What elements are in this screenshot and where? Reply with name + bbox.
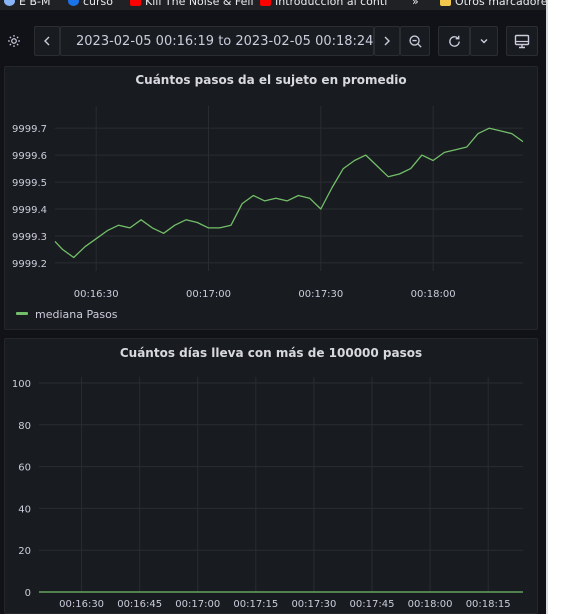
line-chart: 0 20 40 60 80 100 00:16:30 00:16:45 00:17:00 00:1… xyxy=(12,377,524,610)
bookmark-item[interactable]: Kill The Noise & Feli xyxy=(130,0,254,8)
gear-icon xyxy=(8,35,20,47)
x-tick-label: 00:16:30 xyxy=(74,289,119,300)
x-tick-label: 00:17:45 xyxy=(350,599,395,610)
bookmark-item[interactable]: Introducción al conti xyxy=(260,0,387,8)
zoom-out-button[interactable] xyxy=(400,26,430,56)
bookmark-favicon-icon xyxy=(4,0,15,6)
youtube-icon xyxy=(130,0,141,6)
x-tick-label: 00:16:45 xyxy=(117,599,162,610)
bookmark-item[interactable]: E B-M xyxy=(4,0,50,8)
bookmark-item[interactable]: curso xyxy=(68,0,113,8)
bookmarks-bar: E B-M curso Kill The Noise & Feli Introd… xyxy=(0,0,548,10)
x-tick-label: 00:18:00 xyxy=(408,599,453,610)
x-tick-label: 00:18:15 xyxy=(466,599,511,610)
y-tick-label: 80 xyxy=(18,421,31,432)
panel-title[interactable]: Cuántos días lleva con más de 100000 pas… xyxy=(119,346,423,360)
y-tick-label: 9999.2 xyxy=(12,259,47,270)
refresh-button[interactable] xyxy=(438,26,470,56)
legend-color-swatch xyxy=(16,312,28,315)
y-tick-label: 9999.7 xyxy=(12,124,47,135)
y-tick-label: 60 xyxy=(18,463,31,474)
x-tick-label: 00:17:30 xyxy=(291,599,336,610)
x-tick-label: 00:17:15 xyxy=(233,599,278,610)
bookmarks-overflow-button[interactable]: » xyxy=(412,0,419,8)
bookmark-favicon-icon xyxy=(68,0,79,6)
y-tick-label: 9999.6 xyxy=(12,151,47,162)
settings-button[interactable] xyxy=(0,26,28,56)
y-tick-label: 0 xyxy=(25,588,31,599)
series-line xyxy=(54,127,524,259)
legend-label: mediana Pasos xyxy=(35,308,118,321)
refresh-icon xyxy=(448,35,460,47)
x-tick-label: 00:17:00 xyxy=(175,599,220,610)
folder-icon xyxy=(440,0,451,6)
y-tick-label: 9999.4 xyxy=(12,205,47,216)
window-edge xyxy=(546,0,548,614)
x-tick-label: 00:17:30 xyxy=(298,289,343,300)
y-tick-label: 100 xyxy=(12,379,31,390)
dashboard-toolbar: 2023-02-05 00:16:19 to 2023-02-05 00:18:… xyxy=(0,10,546,68)
zoom-out-icon xyxy=(408,34,422,48)
panel-pasos-promedio: Cuántos pasos da el sujeto en promedio 9… xyxy=(4,66,538,330)
tv-mode-button[interactable] xyxy=(506,26,538,56)
monitor-icon xyxy=(514,34,530,48)
time-range-picker[interactable]: 2023-02-05 00:16:19 to 2023-02-05 00:18:… xyxy=(60,26,374,56)
bookmark-folder-other[interactable]: Otros marcadores xyxy=(440,0,548,8)
x-tick-label: 00:18:00 xyxy=(411,289,456,300)
y-tick-label: 9999.5 xyxy=(12,178,47,189)
legend-item[interactable]: mediana Pasos xyxy=(16,308,118,321)
youtube-icon xyxy=(260,0,271,6)
window-edge xyxy=(548,0,573,614)
y-tick-label: 9999.3 xyxy=(12,232,47,243)
refresh-interval-button[interactable] xyxy=(470,26,498,56)
x-tick-label: 00:17:00 xyxy=(186,289,231,300)
panel-dias-100000-pasos: Cuántos días lleva con más de 100000 pas… xyxy=(4,338,538,614)
time-range-label: 2023-02-05 00:16:19 to 2023-02-05 00:18:… xyxy=(76,33,374,49)
y-tick-label: 40 xyxy=(18,504,31,515)
chevron-left-icon xyxy=(44,36,50,46)
time-range-back-button[interactable] xyxy=(34,26,60,56)
chevron-down-icon xyxy=(480,39,488,44)
time-range-forward-button[interactable] xyxy=(374,26,400,56)
panel-title[interactable]: Cuántos pasos da el sujeto en promedio xyxy=(135,73,407,87)
y-tick-label: 20 xyxy=(18,546,31,557)
chevron-right-icon xyxy=(384,36,390,46)
x-tick-label: 00:16:30 xyxy=(59,599,104,610)
line-chart: 9999.2 9999.3 9999.4 9999.5 9999.6 9999.7 00:1… xyxy=(12,106,524,300)
